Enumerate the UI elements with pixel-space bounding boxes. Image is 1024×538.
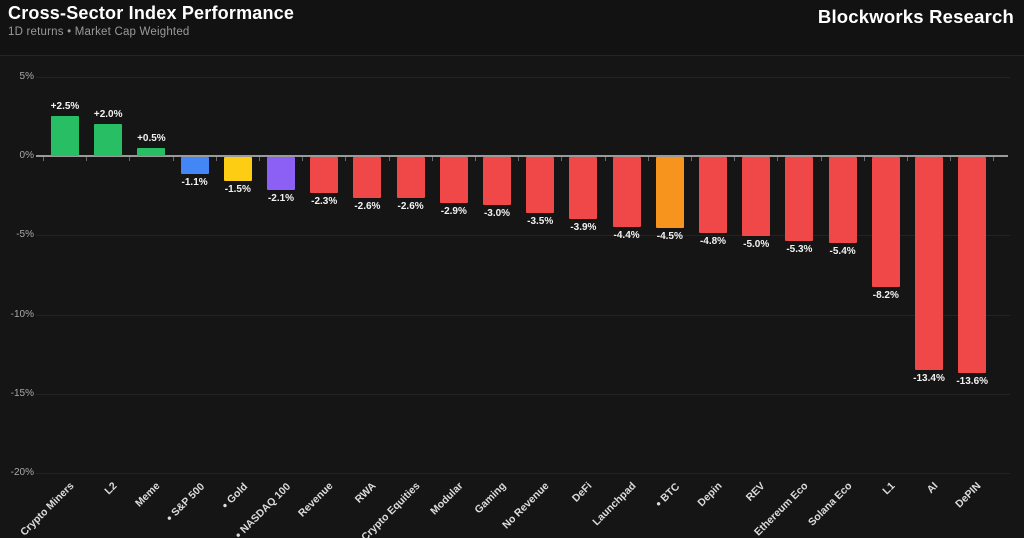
- bar-value-label: -5.4%: [829, 245, 856, 257]
- bar-value-label: -5.3%: [786, 244, 813, 256]
- y-axis-tick-label: 5%: [19, 70, 34, 82]
- bar-value-label: -1.5%: [224, 183, 251, 195]
- traditional-asset-bullet-icon: ●: [653, 498, 664, 509]
- x-axis-tick: [129, 157, 131, 161]
- bar-chart-plot-area: 5% 0% -5% -10% -15% -20% +2.5% Crypto Miners +2.…: [0, 55, 1024, 538]
- x-axis-tick: [474, 157, 476, 161]
- bar-value-label: -3.0%: [483, 207, 511, 219]
- bar-Revenue: [310, 157, 339, 194]
- bar-value-label: -8.2%: [872, 290, 899, 302]
- bar-value-label: -4.4%: [613, 229, 640, 241]
- bar-value-label: -2.9%: [440, 206, 467, 218]
- x-axis-tick: [86, 157, 88, 161]
- bar-No Revenue: [526, 157, 555, 213]
- bar-value-label: +2.0%: [93, 109, 123, 121]
- bar-REV: [742, 157, 771, 237]
- page-subtitle: 1D returns • Market Cap Weighted: [8, 26, 190, 38]
- bar-value-label: +0.5%: [137, 133, 166, 145]
- chart-header: Cross-Sector Index Performance 1D return…: [0, 0, 1024, 55]
- bar-AI: [915, 157, 943, 370]
- bar-value-label: -5.0%: [743, 239, 770, 251]
- x-axis-tick: [172, 157, 174, 161]
- bar-L2: [94, 124, 123, 156]
- x-axis-tick: [42, 157, 44, 161]
- x-axis-tick: [950, 157, 952, 161]
- bar-RWA: [353, 157, 382, 199]
- gridline--20%: [36, 473, 1010, 475]
- bar-value-label: -2.6%: [354, 201, 381, 213]
- bar-value-label: -2.3%: [311, 196, 338, 208]
- bar-L1: [871, 157, 900, 288]
- bar-value-label: -4.8%: [699, 236, 727, 248]
- bar-value-label: -3.5%: [527, 215, 554, 227]
- x-axis-tick: [820, 157, 822, 161]
- y-axis-tick-label: 0%: [19, 150, 34, 161]
- x-axis-tick: [215, 157, 217, 161]
- bar-value-label: -2.1%: [267, 193, 295, 205]
- x-axis-tick: [604, 157, 606, 161]
- bar-Modular: [439, 157, 468, 204]
- bar-value-label: -2.6%: [397, 201, 424, 213]
- y-axis-tick-label: -10%: [10, 308, 34, 320]
- bar-value-label: -3.9%: [570, 221, 597, 233]
- gridline-5%: [36, 76, 1010, 78]
- x-axis-tick: [647, 157, 649, 161]
- gridline--10%: [36, 314, 1010, 316]
- x-axis-tick: [388, 157, 390, 161]
- x-axis-tick: [345, 157, 347, 161]
- bar-Depin: [699, 157, 727, 234]
- x-axis-tick: [734, 157, 736, 161]
- brand-logo-text: Blockworks Research: [817, 6, 1014, 27]
- x-axis-tick: [993, 157, 995, 161]
- x-axis-zero-line: [36, 155, 1008, 157]
- bar-Gold: [223, 157, 252, 181]
- bar-value-label: -13.4%: [913, 372, 945, 384]
- x-axis-tick: [863, 157, 865, 161]
- bar-DePIN: [958, 157, 987, 373]
- bar-Solana Eco: [828, 157, 857, 243]
- y-axis-tick-label: -20%: [10, 467, 34, 479]
- bar-Meme: [137, 148, 166, 156]
- bar-Ethereum Eco: [785, 157, 814, 242]
- x-axis-tick: [431, 157, 433, 161]
- y-axis-tick-label: -15%: [10, 388, 34, 400]
- gridline--5%: [36, 235, 1010, 237]
- bar-BTC: [655, 157, 684, 229]
- x-axis-tick: [906, 157, 908, 161]
- x-axis-tick: [518, 157, 520, 161]
- bar-value-label: -4.5%: [656, 231, 683, 243]
- page-title: Cross-Sector Index Performance: [8, 3, 295, 23]
- bar-value-label: -13.6%: [956, 375, 989, 387]
- gridline--15%: [36, 394, 1010, 396]
- bar-Crypto Equities: [396, 157, 425, 199]
- traditional-asset-bullet-icon: ●: [163, 513, 174, 523]
- x-axis-tick: [777, 157, 779, 161]
- x-axis-tick: [302, 157, 304, 161]
- bar-value-label: +2.5%: [50, 101, 80, 113]
- x-axis-tick: [690, 157, 692, 161]
- traditional-asset-bullet-icon: ●: [233, 530, 244, 538]
- x-axis-tick: [561, 157, 563, 161]
- bar-NASDAQ 100: [267, 157, 295, 191]
- bar-DeFi: [569, 157, 598, 219]
- x-axis-tick: [258, 157, 260, 161]
- bar-Launchpad: [612, 157, 641, 227]
- bar-value-label: -1.1%: [181, 177, 208, 189]
- bar-Gaming: [483, 157, 511, 205]
- bar-S&P 500: [180, 157, 209, 175]
- y-axis-tick-label: -5%: [16, 229, 34, 241]
- bar-Crypto Miners: [51, 116, 79, 156]
- traditional-asset-bullet-icon: ●: [219, 500, 230, 511]
